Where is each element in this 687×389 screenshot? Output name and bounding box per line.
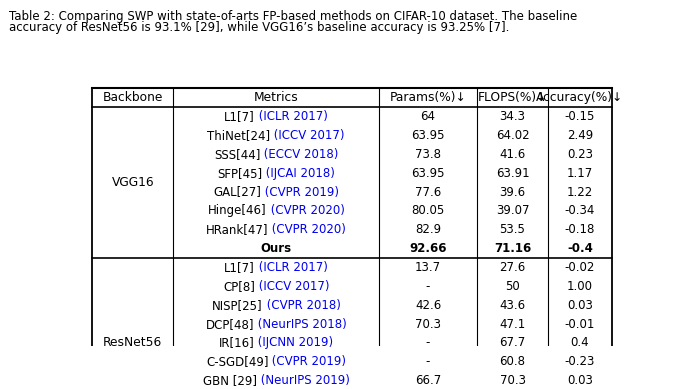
Text: 1.22: 1.22 <box>567 186 593 198</box>
Text: FLOPS(%)↓: FLOPS(%)↓ <box>478 91 548 104</box>
Text: 63.91: 63.91 <box>496 166 529 180</box>
Text: -0.15: -0.15 <box>565 110 595 123</box>
Text: (CVPR 2020): (CVPR 2020) <box>267 204 344 217</box>
Text: ResNet56: ResNet56 <box>103 336 162 349</box>
Text: 92.66: 92.66 <box>409 242 447 255</box>
Text: Metrics: Metrics <box>254 91 299 104</box>
Text: VGG16: VGG16 <box>111 176 154 189</box>
Text: -0.02: -0.02 <box>565 261 595 274</box>
Text: C-SGD[49]: C-SGD[49] <box>206 355 269 368</box>
Text: (NeurIPS 2019): (NeurIPS 2019) <box>257 374 350 387</box>
Text: -0.4: -0.4 <box>567 242 593 255</box>
Text: 66.7: 66.7 <box>415 374 441 387</box>
Text: accuracy of ResNet56 is 93.1% [29], while VGG16’s baseline accuracy is 93.25% [7: accuracy of ResNet56 is 93.1% [29], whil… <box>9 21 509 34</box>
Text: (ICCV 2017): (ICCV 2017) <box>255 280 329 293</box>
Text: (ECCV 2018): (ECCV 2018) <box>260 148 339 161</box>
Text: 0.4: 0.4 <box>571 336 589 349</box>
Text: 43.6: 43.6 <box>499 299 526 312</box>
Text: 27.6: 27.6 <box>499 261 526 274</box>
Text: 67.7: 67.7 <box>499 336 526 349</box>
Text: ThiNet[24]: ThiNet[24] <box>207 129 271 142</box>
Text: 70.3: 70.3 <box>499 374 526 387</box>
Text: Table 2: Comparing SWP with state-of-arts FP-based methods on CIFAR-10 dataset. : Table 2: Comparing SWP with state-of-art… <box>9 10 577 23</box>
Text: 39.07: 39.07 <box>496 204 529 217</box>
Text: 34.3: 34.3 <box>499 110 526 123</box>
Text: (NeurIPS 2018): (NeurIPS 2018) <box>254 317 347 331</box>
Text: Hinge[46]: Hinge[46] <box>208 204 267 217</box>
Text: L1[7]: L1[7] <box>225 110 255 123</box>
Text: DCP[48]: DCP[48] <box>205 317 254 331</box>
Text: 0.23: 0.23 <box>567 148 593 161</box>
Text: (CVPR 2019): (CVPR 2019) <box>261 186 339 198</box>
Text: Params(%)↓: Params(%)↓ <box>390 91 466 104</box>
Text: 71.16: 71.16 <box>494 242 531 255</box>
Text: 70.3: 70.3 <box>415 317 441 331</box>
Text: 47.1: 47.1 <box>499 317 526 331</box>
Text: 1.00: 1.00 <box>567 280 593 293</box>
Text: 60.8: 60.8 <box>499 355 526 368</box>
Text: 13.7: 13.7 <box>415 261 441 274</box>
Text: SFP[45]: SFP[45] <box>217 166 262 180</box>
Text: (CVPR 2018): (CVPR 2018) <box>262 299 340 312</box>
Text: IR[16]: IR[16] <box>218 336 254 349</box>
Text: (ICLR 2017): (ICLR 2017) <box>255 261 328 274</box>
Text: L1[7]: L1[7] <box>225 261 255 274</box>
Text: 77.6: 77.6 <box>415 186 441 198</box>
Text: 73.8: 73.8 <box>415 148 441 161</box>
Text: (CVPR 2019): (CVPR 2019) <box>269 355 346 368</box>
Text: SSS[44]: SSS[44] <box>214 148 260 161</box>
Text: 80.05: 80.05 <box>412 204 444 217</box>
Text: 64: 64 <box>420 110 436 123</box>
Text: NISP[25]: NISP[25] <box>212 299 262 312</box>
Text: (IJCAI 2018): (IJCAI 2018) <box>262 166 335 180</box>
Text: Backbone: Backbone <box>102 91 163 104</box>
Text: -: - <box>426 336 430 349</box>
Text: 50: 50 <box>505 280 520 293</box>
Text: -0.18: -0.18 <box>565 223 595 236</box>
Text: 0.03: 0.03 <box>567 374 593 387</box>
Text: GBN [29]: GBN [29] <box>203 374 257 387</box>
Text: -: - <box>426 280 430 293</box>
Text: (ICCV 2017): (ICCV 2017) <box>271 129 345 142</box>
Text: 41.6: 41.6 <box>499 148 526 161</box>
Text: 0.03: 0.03 <box>567 299 593 312</box>
Text: 64.02: 64.02 <box>496 129 529 142</box>
Text: 42.6: 42.6 <box>415 299 441 312</box>
Text: 82.9: 82.9 <box>415 223 441 236</box>
Text: 2.49: 2.49 <box>567 129 593 142</box>
Text: CP[8]: CP[8] <box>223 280 255 293</box>
Text: (ICLR 2017): (ICLR 2017) <box>255 110 328 123</box>
Text: Accuracy(%)↓: Accuracy(%)↓ <box>537 91 624 104</box>
Text: -0.34: -0.34 <box>565 204 595 217</box>
Text: 63.95: 63.95 <box>412 166 444 180</box>
Text: 53.5: 53.5 <box>499 223 526 236</box>
Text: Ours: Ours <box>260 242 292 255</box>
Text: -0.23: -0.23 <box>565 355 595 368</box>
Text: -0.01: -0.01 <box>565 317 595 331</box>
Text: -: - <box>426 355 430 368</box>
Text: GAL[27]: GAL[27] <box>213 186 261 198</box>
Text: 63.95: 63.95 <box>412 129 444 142</box>
Text: (CVPR 2020): (CVPR 2020) <box>269 223 346 236</box>
Text: 1.17: 1.17 <box>567 166 593 180</box>
Text: 39.6: 39.6 <box>499 186 526 198</box>
Text: (IJCNN 2019): (IJCNN 2019) <box>254 336 334 349</box>
Text: HRank[47]: HRank[47] <box>206 223 269 236</box>
